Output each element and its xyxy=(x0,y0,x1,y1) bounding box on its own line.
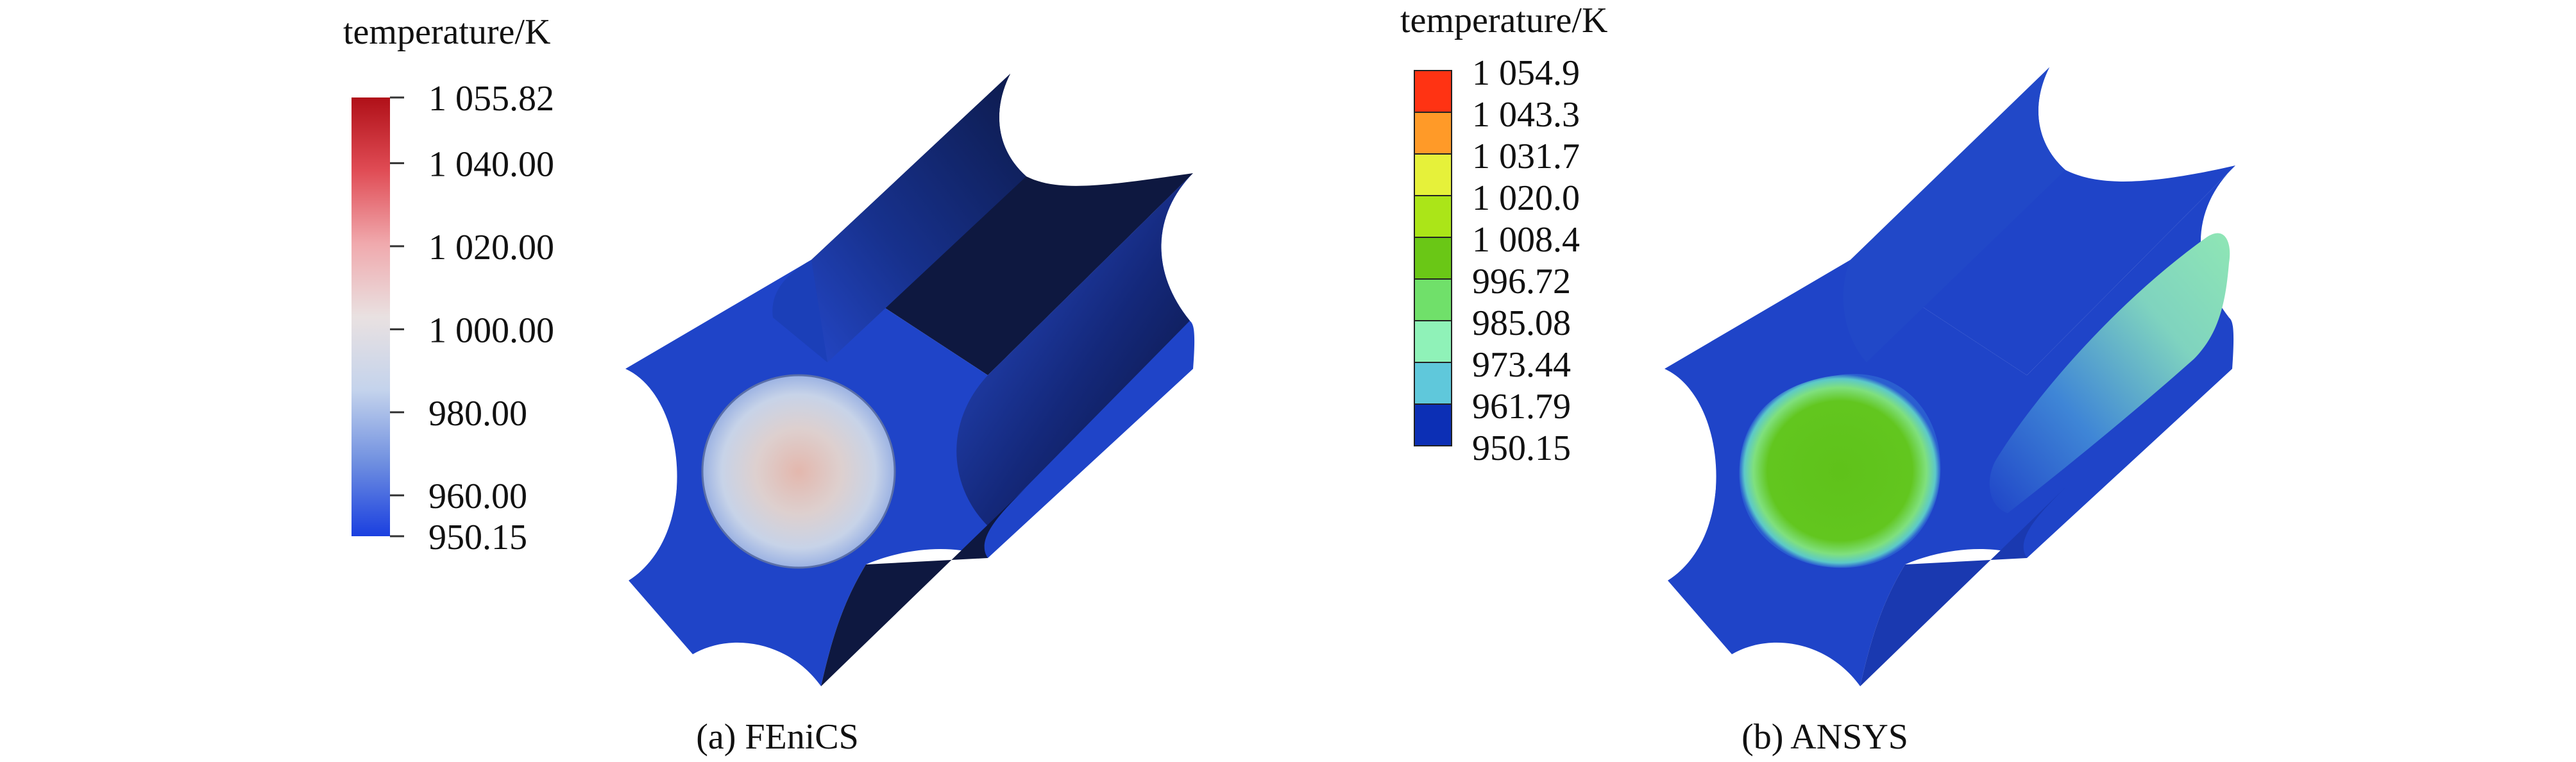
ansys-colorbar xyxy=(1414,70,1452,446)
ansys-level-swatch xyxy=(1414,320,1452,363)
ansys-level-swatch xyxy=(1414,362,1452,405)
ansys-level-label: 985.08 xyxy=(1472,303,1571,343)
ansys-level-swatch xyxy=(1414,237,1452,280)
fenics-tick-label: 980.00 xyxy=(428,394,527,434)
ansys-level-label: 1 008.4 xyxy=(1472,220,1580,260)
fenics-legend-title: temperature/K xyxy=(343,12,550,52)
fenics-caption: (a) FEniCS xyxy=(696,717,859,757)
fenics-tick-label: 960.00 xyxy=(428,477,527,516)
fenics-rod-bundle xyxy=(625,74,1195,693)
ansys-level-swatch xyxy=(1414,278,1452,321)
ansys-level-label: 1 043.3 xyxy=(1472,95,1580,135)
ansys-legend-title: temperature/K xyxy=(1400,1,1607,40)
panel-a: temperature/K 1 055.821 040.001 020.001 … xyxy=(343,12,1195,757)
ansys-caption: (b) ANSYS xyxy=(1741,717,1908,757)
ansys-level-label: 973.44 xyxy=(1472,345,1571,385)
ansys-colorbar-labels: 1 054.91 043.31 031.71 020.01 008.4996.7… xyxy=(1472,53,1580,468)
fenics-colorbar xyxy=(352,97,390,536)
ansys-level-label: 996.72 xyxy=(1472,262,1571,301)
ansys-level-swatch xyxy=(1414,70,1452,113)
ansys-level-label: 1 054.9 xyxy=(1472,53,1580,93)
ansys-level-swatch xyxy=(1414,195,1452,238)
fenics-tick-label: 1 040.00 xyxy=(428,144,554,184)
ansys-level-label: 961.79 xyxy=(1472,387,1571,427)
ansys-level-label: 1 020.0 xyxy=(1472,178,1580,218)
fenics-tick-label: 1 000.00 xyxy=(428,310,554,350)
fenics-colorbar-ticks: 1 055.82 1 040.00 1 020.00 1 000.00 980.00 96… xyxy=(390,79,554,557)
ansys-level-swatch xyxy=(1414,112,1452,155)
fenics-tick-label: 1 055.82 xyxy=(428,79,554,119)
ansys-level-label: 950.15 xyxy=(1472,428,1571,468)
ansys-level-swatch xyxy=(1414,403,1452,446)
fenics-tick-label: 1 020.00 xyxy=(428,228,554,267)
ansys-rod-bundle xyxy=(1665,67,2235,693)
panel-b: temperature/K 1 054.91 043.31 031.71 020… xyxy=(1400,1,2235,757)
fenics-tick-label: 950.15 xyxy=(428,518,527,557)
ansys-level-label: 1 031.7 xyxy=(1472,137,1580,176)
ansys-level-swatch xyxy=(1414,153,1452,196)
